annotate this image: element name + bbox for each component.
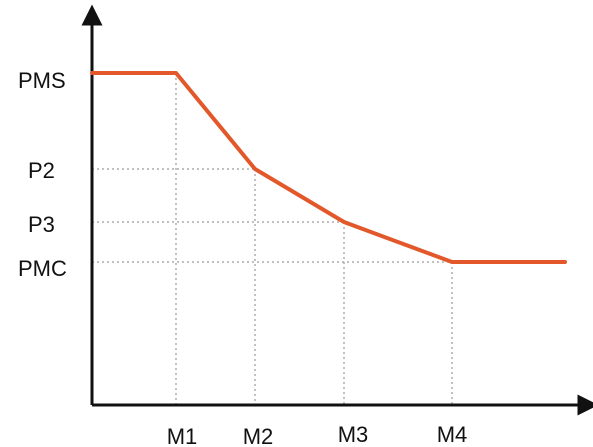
x-tick-label-m4: M4 xyxy=(437,422,468,447)
y-tick-label-p2: P2 xyxy=(28,158,55,183)
x-tick-label-m1: M1 xyxy=(167,424,198,447)
guide-lines xyxy=(92,73,453,405)
y-tick-label-pmc: PMC xyxy=(18,256,67,281)
y-tick-label-p3: P3 xyxy=(28,212,55,237)
series-line xyxy=(90,71,567,264)
x-tick-label-m2: M2 xyxy=(243,424,274,447)
y-tick-label-pms: PMS xyxy=(18,68,66,93)
x-tick-label-m3: M3 xyxy=(338,422,369,447)
